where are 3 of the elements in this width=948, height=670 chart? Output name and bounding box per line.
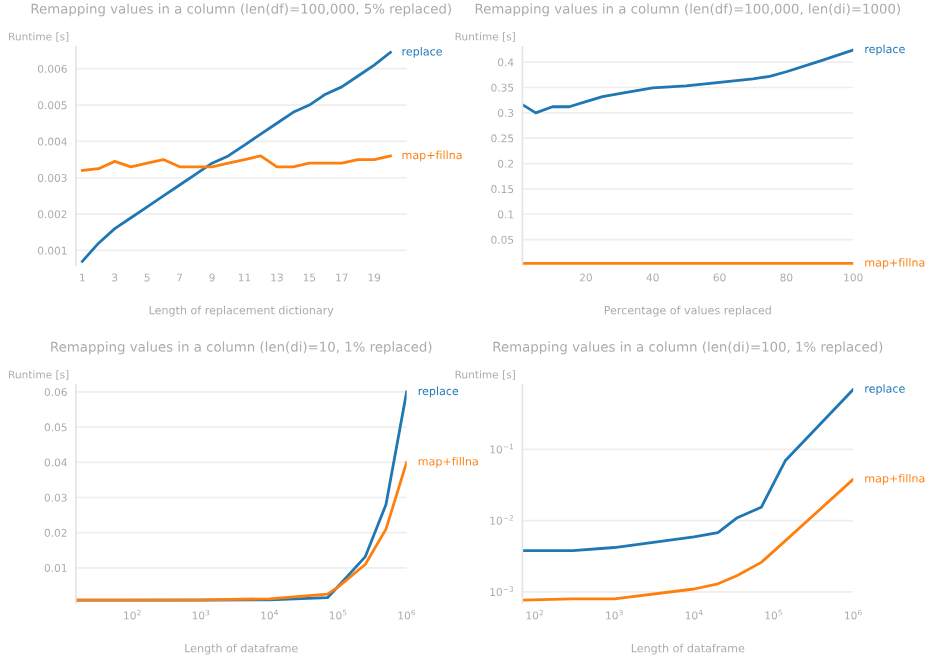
line-series — [80, 50, 392, 263]
line-series — [522, 48, 854, 115]
line-series — [80, 154, 392, 172]
